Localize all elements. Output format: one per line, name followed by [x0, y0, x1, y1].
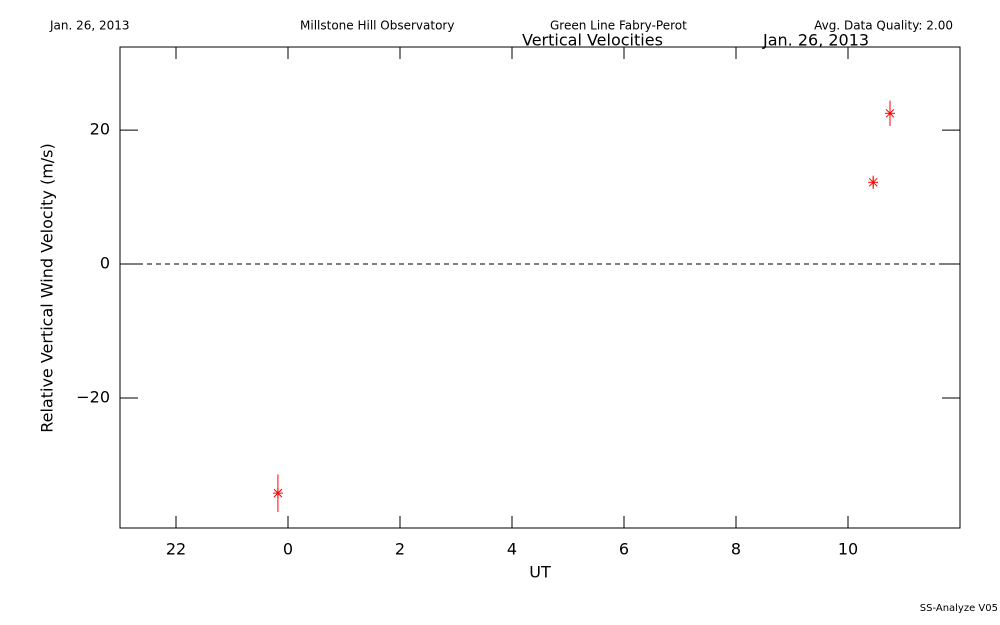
y-tick-label: 20: [90, 120, 110, 139]
header-quality: Avg. Data Quality: 2.00: [814, 19, 953, 33]
x-tick-label: 2: [395, 540, 405, 559]
footer: SS-Analyze V05: [920, 603, 998, 614]
chart-subtitle: Jan. 26, 2013: [762, 31, 869, 50]
x-tick-label: 6: [619, 540, 629, 559]
x-tick-label: 8: [731, 540, 741, 559]
x-tick-label: 22: [166, 540, 186, 559]
x-tick-label: 0: [283, 540, 293, 559]
x-tick-label: 4: [507, 540, 517, 559]
y-axis-label: Relative Vertical Wind Velocity (m/s): [38, 143, 57, 433]
point: [868, 177, 879, 188]
header-observatory: Millstone Hill Observatory: [300, 19, 454, 33]
plot-frame: [119, 46, 961, 529]
x-axis-label: UT: [529, 563, 551, 582]
y-tick-label: −20: [76, 388, 110, 407]
x-tick-label: 10: [838, 540, 858, 559]
chart-title: Vertical Velocities: [522, 31, 663, 50]
point: [272, 488, 283, 499]
point: [885, 108, 895, 119]
header-date: Jan. 26, 2013: [49, 19, 130, 33]
header-instrument: Green Line Fabry-Perot: [550, 19, 687, 33]
y-tick-label: 0: [100, 254, 110, 273]
